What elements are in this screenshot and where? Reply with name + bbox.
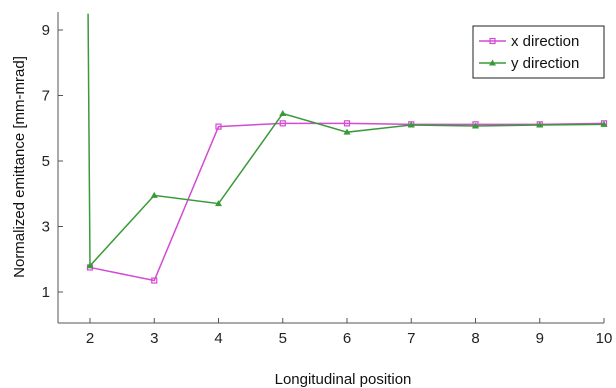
x-direction-point	[279, 120, 286, 127]
y-tick-label: 7	[42, 88, 50, 105]
y-direction-line	[87, 13, 605, 268]
legend-entry-x-direction: x direction	[511, 33, 579, 50]
y-axis-title: Normalized emittance [mm-mrad]	[11, 56, 28, 278]
x-tick-label: 3	[150, 330, 158, 347]
y-direction-point	[489, 59, 496, 66]
y-direction-series	[86, 13, 608, 269]
legend-entry-y-direction: y direction	[511, 55, 579, 72]
y-direction-point	[150, 191, 158, 198]
x-direction-line	[89, 122, 605, 282]
y-direction-point	[536, 121, 544, 128]
y-direction-point	[600, 120, 608, 127]
series-layer	[86, 13, 608, 284]
x-direction-point	[489, 37, 496, 45]
x-direction-point	[215, 123, 222, 130]
x-tick-label: 6	[343, 330, 351, 347]
axes: 1 3 5 7 9 2 3 4 5 6 7 8 9 10	[42, 12, 613, 347]
y-tick-label: 1	[42, 284, 50, 301]
x-tick-label: 8	[471, 330, 479, 347]
x-direction-point	[151, 277, 158, 284]
y-tick-label: 5	[42, 153, 50, 170]
y-tick-label: 9	[42, 22, 50, 39]
x-tick-label: 7	[407, 330, 415, 347]
x-tick-label: 5	[279, 330, 287, 347]
y-direction-point	[343, 128, 351, 135]
x-axis-title: Longitudinal position	[275, 371, 412, 388]
y-direction-point	[279, 110, 287, 117]
y-tick-label: 3	[42, 219, 50, 236]
legend: x direction y direction	[472, 25, 605, 79]
y-direction-point	[86, 262, 94, 269]
x-tick-label: 9	[536, 330, 544, 347]
x-tick-label: 4	[214, 330, 222, 347]
legend-box	[472, 25, 605, 79]
y-direction-point	[215, 200, 222, 207]
x-tick-label: 2	[86, 330, 94, 347]
y-direction-point	[407, 121, 415, 128]
x-direction-point	[343, 120, 351, 127]
x-tick-label: 10	[596, 330, 613, 347]
x-direction-series	[86, 120, 608, 284]
y-direction-point	[472, 122, 479, 129]
